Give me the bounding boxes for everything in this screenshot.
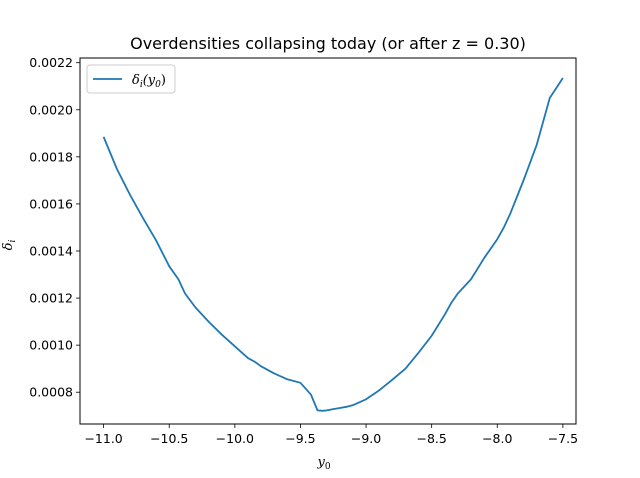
legend: δi(y0): [86, 64, 176, 94]
y-tick-label: 0.0022: [29, 55, 73, 70]
y-tick-label: 0.0014: [29, 244, 73, 259]
x-tick-label: −9.0: [351, 431, 381, 446]
x-tick-label: −11.0: [84, 431, 122, 446]
x-tick-label: −10.0: [216, 431, 254, 446]
series-line-delta: [102, 77, 564, 412]
x-tick-label: −10.5: [150, 431, 188, 446]
x-tick-label: −7.5: [548, 431, 578, 446]
x-tick-label: −9.5: [285, 431, 315, 446]
y-axis-label: δi: [1, 240, 18, 251]
plot-area: −11.0 −10.5 −10.0 −9.5 −9.0 −8.5 −8.0 −7.5 0.00…: [29, 55, 578, 446]
x-tick-label: −8.0: [482, 431, 512, 446]
y-tick-label: 0.0016: [29, 196, 73, 211]
x-axis: −11.0 −10.5 −10.0 −9.5 −9.0 −8.5 −8.0 −7.5: [84, 424, 578, 446]
x-axis-label: y0: [316, 455, 330, 472]
y-tick-label: 0.0008: [29, 385, 73, 400]
y-tick-label: 0.0010: [29, 338, 73, 353]
plot-frame: [79, 57, 577, 425]
y-axis: 0.0008 0.0010 0.0012 0.0014 0.0016 0.0018 0.00…: [29, 55, 80, 400]
y-tick-label: 0.0012: [29, 291, 73, 306]
y-tick-label: 0.0018: [29, 149, 73, 164]
x-tick-label: −8.5: [416, 431, 446, 446]
legend-box: [86, 64, 176, 94]
y-tick-label: 0.0020: [29, 102, 73, 117]
chart-title: Overdensities collapsing today (or after…: [130, 34, 526, 53]
legend-label: δi(y0): [132, 73, 166, 90]
